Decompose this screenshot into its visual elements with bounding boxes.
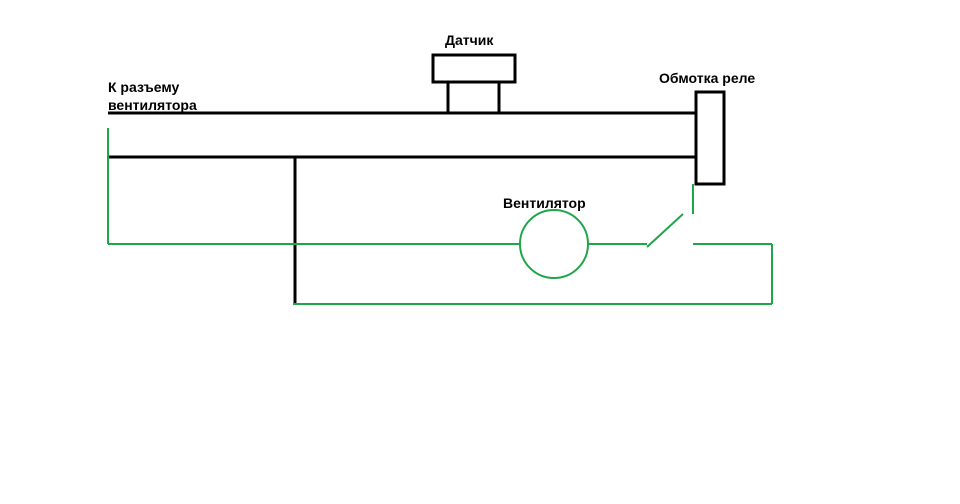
circuit-diagram bbox=[0, 0, 960, 504]
label-sensor: Датчик bbox=[445, 31, 493, 49]
label-relay-coil: Обмотка реле bbox=[659, 69, 755, 87]
label-connector: К разъему вентилятора bbox=[108, 78, 197, 114]
label-fan: Вентилятор bbox=[503, 194, 586, 212]
